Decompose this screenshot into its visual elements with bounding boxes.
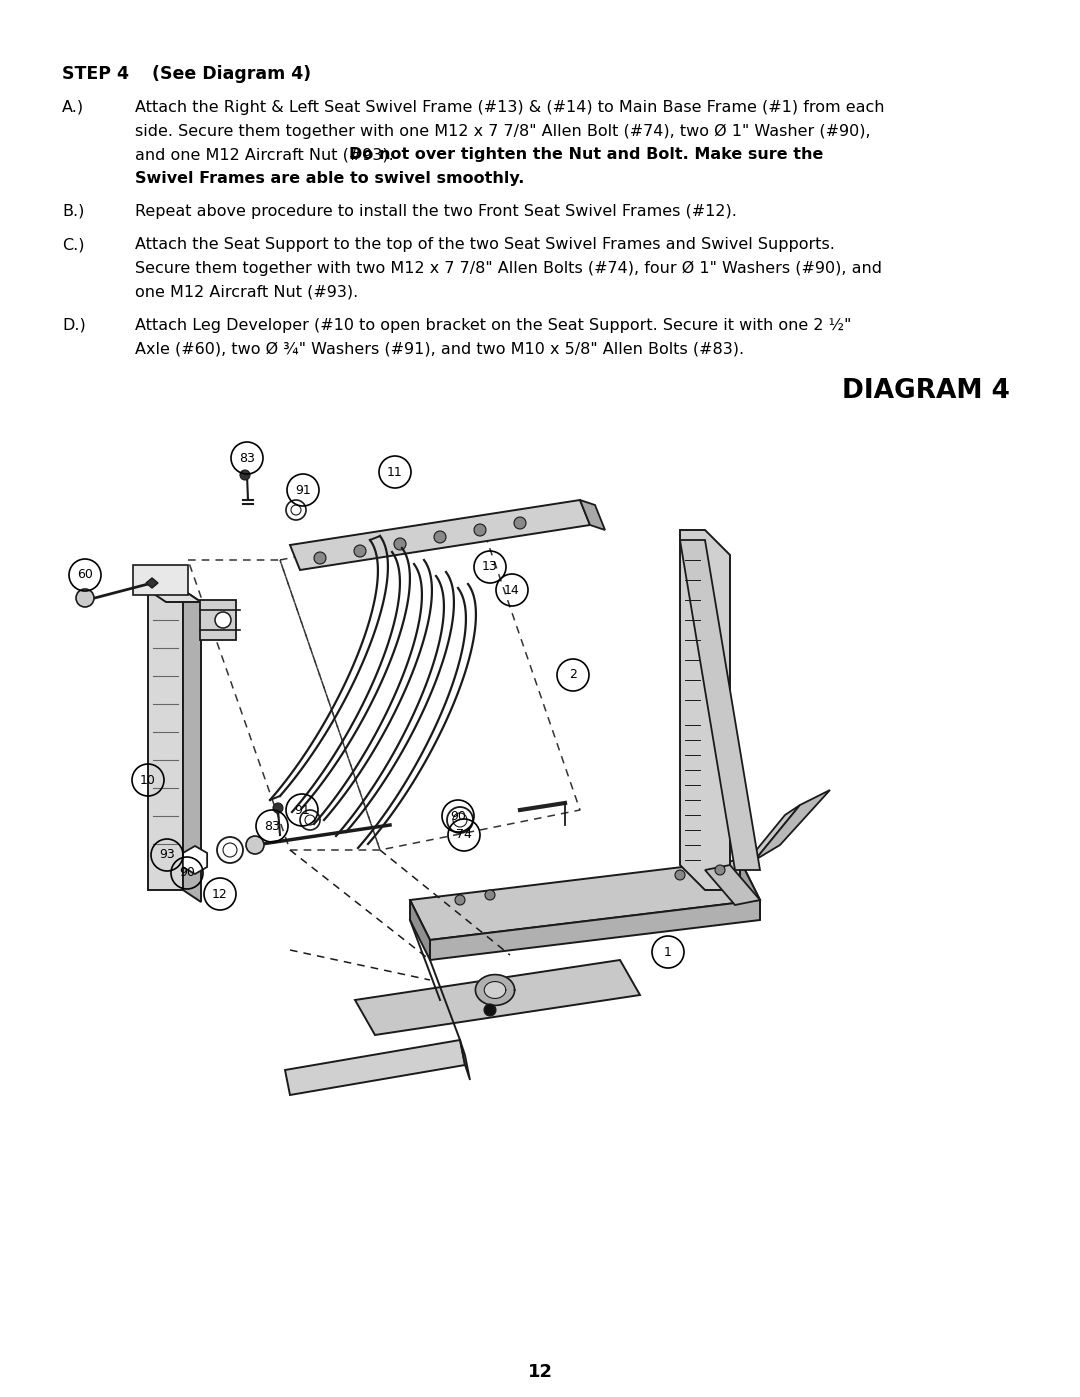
Circle shape (314, 552, 326, 564)
Circle shape (76, 590, 94, 608)
Circle shape (474, 524, 486, 536)
Circle shape (240, 469, 249, 481)
Circle shape (485, 890, 495, 900)
Circle shape (291, 504, 301, 515)
Text: Repeat above procedure to install the two Front Seat Swivel Frames (#12).: Repeat above procedure to install the tw… (135, 204, 737, 219)
Circle shape (675, 870, 685, 880)
Polygon shape (200, 599, 237, 640)
Circle shape (354, 545, 366, 557)
Circle shape (305, 814, 315, 826)
Text: 83: 83 (239, 451, 255, 464)
Polygon shape (680, 529, 730, 890)
Text: DIAGRAM 4: DIAGRAM 4 (842, 379, 1010, 404)
Text: (See Diagram 4): (See Diagram 4) (134, 66, 311, 82)
Text: Secure them together with two M12 x 7 7/8" Allen Bolts (#74), four Ø 1" Washers : Secure them together with two M12 x 7 7/… (135, 261, 882, 277)
Polygon shape (146, 578, 158, 588)
Text: Axle (#60), two Ø ¾" Washers (#91), and two M10 x 5/8" Allen Bolts (#83).: Axle (#60), two Ø ¾" Washers (#91), and … (135, 341, 744, 356)
Circle shape (246, 835, 264, 854)
Circle shape (715, 865, 725, 875)
Text: 1: 1 (664, 946, 672, 958)
Polygon shape (355, 960, 640, 1035)
Polygon shape (285, 1039, 465, 1095)
Text: 12: 12 (527, 1363, 553, 1382)
Text: STEP 4: STEP 4 (62, 66, 129, 82)
Circle shape (484, 1004, 496, 1016)
Text: 11: 11 (387, 465, 403, 479)
Text: Attach the Seat Support to the top of the two Seat Swivel Frames and Swivel Supp: Attach the Seat Support to the top of th… (135, 237, 835, 253)
Text: and one M12 Aircraft Nut (#93).: and one M12 Aircraft Nut (#93). (135, 147, 399, 162)
Polygon shape (291, 500, 590, 570)
Text: 2: 2 (569, 669, 577, 682)
Text: Attach Leg Developer (#10 to open bracket on the Seat Support. Secure it with on: Attach Leg Developer (#10 to open bracke… (135, 319, 851, 332)
Text: 74: 74 (456, 828, 472, 841)
Polygon shape (475, 975, 514, 1006)
Polygon shape (148, 590, 183, 890)
Circle shape (273, 803, 283, 813)
Circle shape (222, 842, 237, 856)
Text: Do not over tighten the Nut and Bolt. Make sure the: Do not over tighten the Nut and Bolt. Ma… (350, 147, 824, 162)
Text: 90: 90 (179, 866, 194, 880)
Polygon shape (183, 590, 201, 902)
Text: 10: 10 (140, 774, 156, 787)
Text: one M12 Aircraft Nut (#93).: one M12 Aircraft Nut (#93). (135, 285, 359, 299)
Text: 91: 91 (295, 483, 311, 496)
Text: 14: 14 (504, 584, 519, 597)
Text: Attach the Right & Left Seat Swivel Frame (#13) & (#14) to Main Base Frame (#1) : Attach the Right & Left Seat Swivel Fram… (135, 101, 885, 115)
Polygon shape (410, 861, 760, 940)
Circle shape (514, 517, 526, 529)
Text: B.): B.) (62, 204, 84, 219)
Circle shape (434, 531, 446, 543)
Text: 90: 90 (450, 809, 465, 823)
Text: C.): C.) (62, 237, 84, 253)
Polygon shape (580, 500, 605, 529)
Polygon shape (148, 590, 201, 602)
Text: D.): D.) (62, 319, 85, 332)
Circle shape (215, 612, 231, 629)
Polygon shape (430, 900, 760, 960)
Polygon shape (410, 900, 430, 960)
Text: 60: 60 (77, 569, 93, 581)
Polygon shape (680, 541, 760, 870)
Polygon shape (133, 564, 188, 595)
Text: 83: 83 (265, 820, 280, 833)
Text: Swivel Frames are able to swivel smoothly.: Swivel Frames are able to swivel smoothl… (135, 170, 525, 186)
Text: side. Secure them together with one M12 x 7 7/8" Allen Bolt (#74), two Ø 1" Wash: side. Secure them together with one M12 … (135, 123, 870, 138)
Polygon shape (705, 865, 760, 905)
Text: 93: 93 (159, 848, 175, 862)
Polygon shape (755, 789, 831, 861)
Polygon shape (484, 982, 505, 999)
Circle shape (394, 538, 406, 550)
Text: 12: 12 (212, 887, 228, 901)
Text: A.): A.) (62, 101, 84, 115)
Polygon shape (740, 861, 760, 921)
Text: 91: 91 (294, 803, 310, 816)
Circle shape (453, 813, 467, 827)
Text: 13: 13 (482, 560, 498, 574)
Circle shape (455, 895, 465, 905)
Polygon shape (460, 1039, 470, 1080)
Polygon shape (740, 805, 800, 870)
